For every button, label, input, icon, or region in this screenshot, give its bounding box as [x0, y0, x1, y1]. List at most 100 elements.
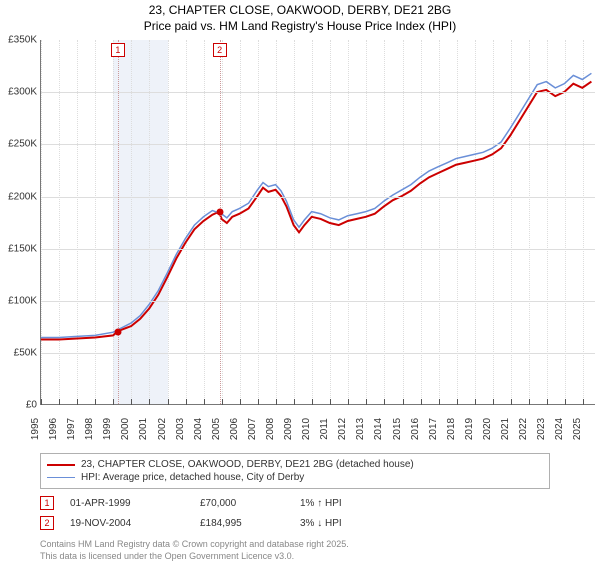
y-tick-label: £100K: [0, 295, 37, 306]
event-id-box: 1: [40, 496, 54, 510]
x-tick: [294, 399, 295, 405]
y-tick-label: £350K: [0, 35, 37, 46]
x-tick: [348, 399, 349, 405]
event-marker-box: 1: [111, 43, 125, 57]
y-gridline: [41, 92, 595, 93]
event-marker-box: 2: [213, 43, 227, 57]
x-tick-label: 2001: [138, 418, 149, 440]
x-tick-label: 2004: [193, 418, 204, 440]
x-tick: [547, 399, 548, 405]
event-price: £70,000: [200, 498, 300, 509]
event-marker-line: [220, 40, 221, 404]
x-tick-label: 1995: [30, 418, 41, 440]
x-tick: [222, 399, 223, 405]
x-tick: [583, 399, 584, 405]
y-gridline: [41, 249, 595, 250]
events-table: 1 01-APR-1999£70,0001% ↑ HPI 2 19-NOV-2004£…: [40, 493, 590, 533]
x-tick: [77, 399, 78, 405]
x-tick-label: 2015: [392, 418, 403, 440]
event-delta: 1% ↑ HPI: [300, 498, 420, 509]
y-tick-label: £150K: [0, 243, 37, 254]
event-date: 01-APR-1999: [70, 498, 200, 509]
title-line-2: Price paid vs. HM Land Registry's House …: [10, 19, 590, 35]
x-tick: [186, 399, 187, 405]
x-tick-label: 2021: [500, 418, 511, 440]
attribution: Contains HM Land Registry data © Crown c…: [40, 539, 590, 562]
y-gridline: [41, 301, 595, 302]
legend-label: 23, CHAPTER CLOSE, OAKWOOD, DERBY, DE21 …: [81, 459, 414, 470]
sale-point-icon: [216, 209, 223, 216]
x-tick: [258, 399, 259, 405]
plot-region: £0£50K£100K£150K£200K£250K£300K£350K1995…: [40, 40, 595, 405]
event-marker-line: [118, 40, 119, 404]
x-tick-label: 2010: [301, 418, 312, 440]
x-tick-label: 2011: [319, 418, 330, 440]
x-tick-label: 2018: [446, 418, 457, 440]
legend-swatch: [47, 477, 75, 478]
x-tick: [475, 399, 476, 405]
x-tick-label: 2023: [536, 418, 547, 440]
y-gridline: [41, 144, 595, 145]
x-tick-label: 2017: [428, 418, 439, 440]
legend: 23, CHAPTER CLOSE, OAKWOOD, DERBY, DE21 …: [40, 453, 550, 489]
x-tick-label: 1999: [102, 418, 113, 440]
x-tick: [421, 399, 422, 405]
x-tick-label: 2008: [265, 418, 276, 440]
y-tick-label: £0: [0, 400, 37, 411]
x-tick-label: 2009: [283, 418, 294, 440]
x-tick: [95, 399, 96, 405]
x-tick: [403, 399, 404, 405]
event-row: 2 19-NOV-2004£184,9953% ↓ HPI: [40, 513, 590, 533]
event-row: 1 01-APR-1999£70,0001% ↑ HPI: [40, 493, 590, 513]
y-tick-label: £250K: [0, 139, 37, 150]
x-tick-label: 2006: [229, 418, 240, 440]
y-gridline: [41, 197, 595, 198]
event-price: £184,995: [200, 518, 300, 529]
x-tick-label: 2003: [175, 418, 186, 440]
x-tick: [384, 399, 385, 405]
x-tick: [59, 399, 60, 405]
event-delta: 3% ↓ HPI: [300, 518, 420, 529]
x-tick: [168, 399, 169, 405]
x-tick-label: 1998: [84, 418, 95, 440]
y-gridline: [41, 353, 595, 354]
legend-row: HPI: Average price, detached house, City…: [47, 471, 543, 484]
x-tick: [439, 399, 440, 405]
event-date: 19-NOV-2004: [70, 518, 200, 529]
x-tick-label: 2022: [518, 418, 529, 440]
x-tick: [565, 399, 566, 405]
x-tick: [131, 399, 132, 405]
x-tick-label: 2020: [482, 418, 493, 440]
x-tick-label: 2005: [211, 418, 222, 440]
legend-swatch: [47, 464, 75, 466]
x-tick-label: 1996: [48, 418, 59, 440]
x-tick: [113, 399, 114, 405]
sale-point-icon: [114, 329, 121, 336]
y-tick-label: £200K: [0, 191, 37, 202]
chart-area: £0£50K£100K£150K£200K£250K£300K£350K1995…: [0, 40, 600, 425]
x-tick-label: 2025: [572, 418, 583, 440]
legend-label: HPI: Average price, detached house, City…: [81, 472, 304, 483]
x-tick: [276, 399, 277, 405]
x-tick: [511, 399, 512, 405]
chart-title: 23, CHAPTER CLOSE, OAKWOOD, DERBY, DE21 …: [0, 0, 600, 40]
x-tick-label: 1997: [66, 418, 77, 440]
x-tick: [457, 399, 458, 405]
x-tick: [149, 399, 150, 405]
x-tick-label: 2007: [247, 418, 258, 440]
x-tick-label: 2012: [337, 418, 348, 440]
series-hpi: [41, 73, 591, 337]
x-tick: [366, 399, 367, 405]
event-id-box: 2: [40, 516, 54, 530]
x-tick: [41, 399, 42, 405]
x-tick-label: 2019: [464, 418, 475, 440]
x-tick-label: 2013: [355, 418, 366, 440]
chart-container: 23, CHAPTER CLOSE, OAKWOOD, DERBY, DE21 …: [0, 0, 600, 560]
attribution-line-1: Contains HM Land Registry data © Crown c…: [40, 539, 590, 551]
title-line-1: 23, CHAPTER CLOSE, OAKWOOD, DERBY, DE21 …: [10, 3, 590, 19]
x-tick-label: 2002: [157, 418, 168, 440]
x-tick: [529, 399, 530, 405]
x-tick-label: 2016: [410, 418, 421, 440]
y-tick-label: £50K: [0, 348, 37, 359]
x-tick: [312, 399, 313, 405]
